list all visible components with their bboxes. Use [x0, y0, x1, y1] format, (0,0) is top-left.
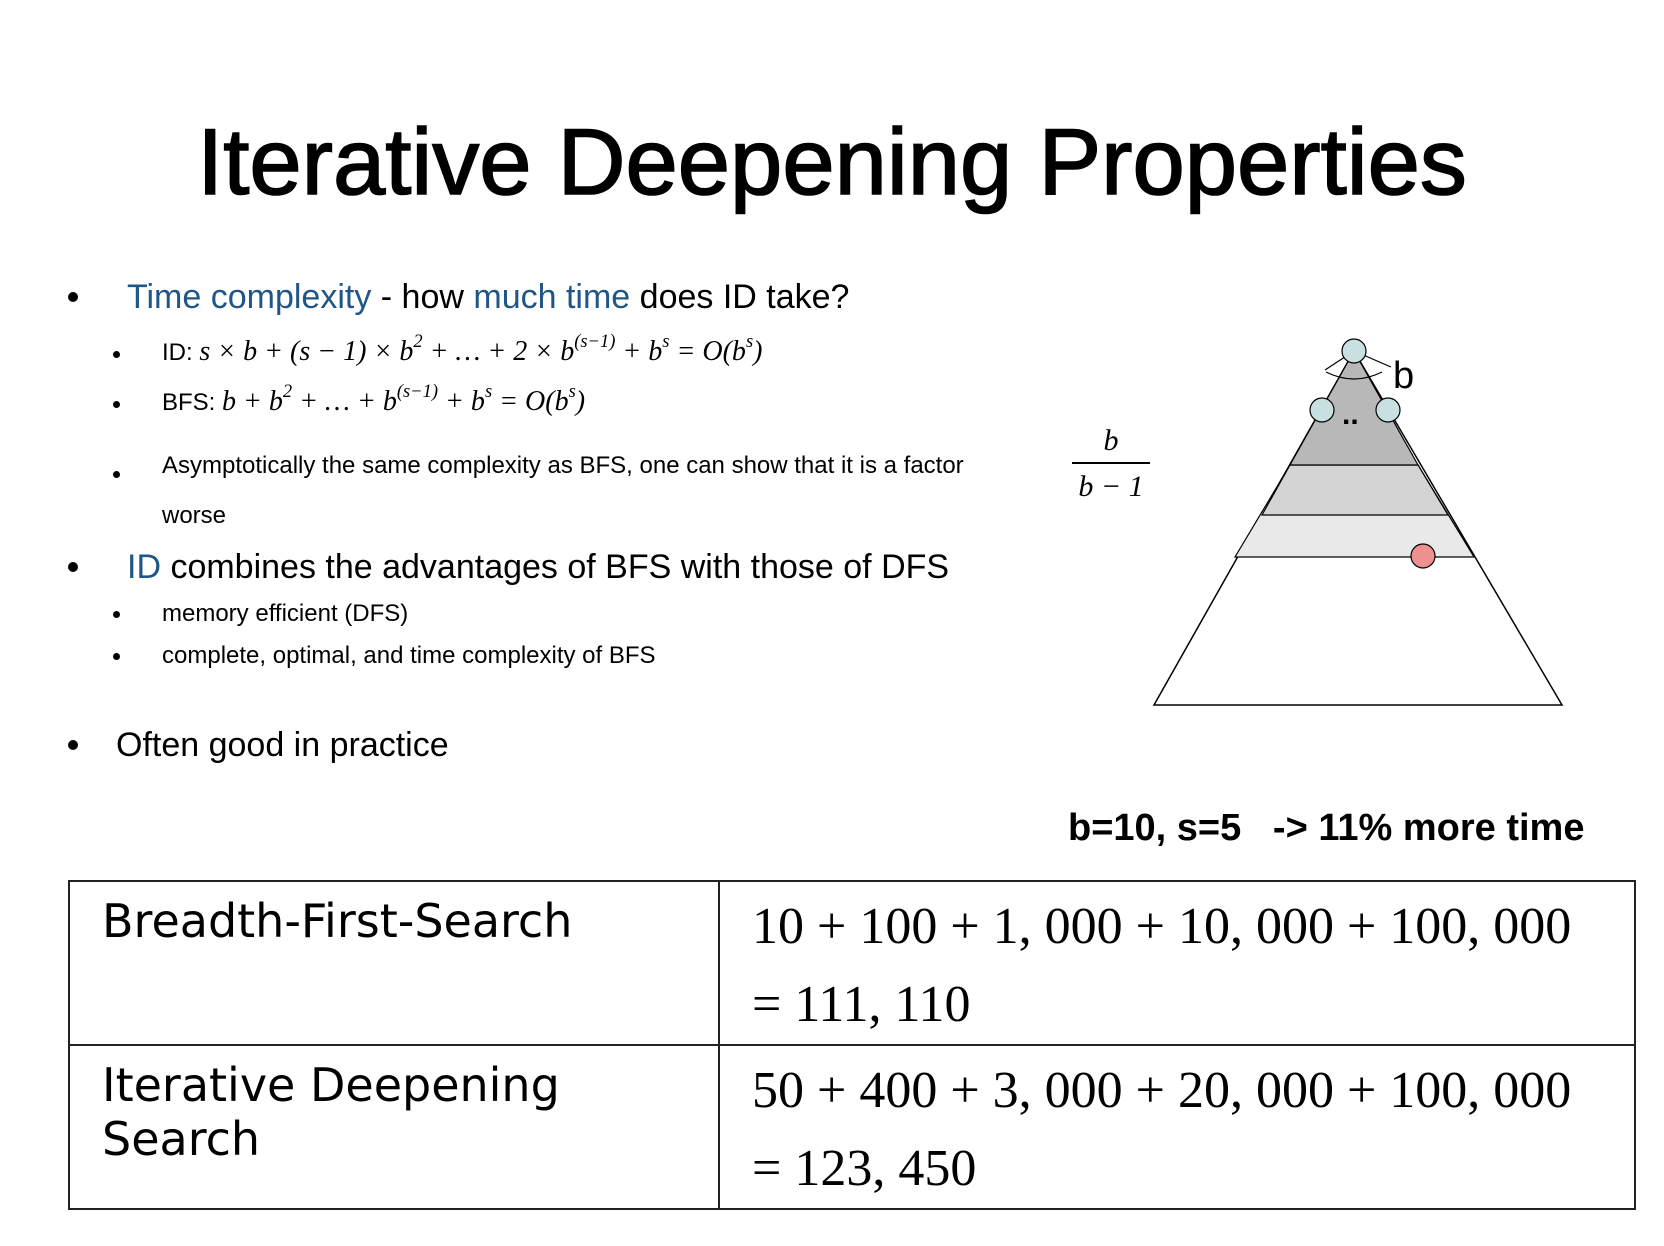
bullet-bfs-formula: BFS: b + b2 + … + b(s−1) + bs = O(bs)	[162, 382, 586, 418]
formula-part: s × b + (s − 1) × b	[199, 336, 414, 367]
sum-result: = 123, 450	[752, 1140, 977, 1197]
ellipsis-label: ..	[1342, 398, 1359, 431]
child-node-left	[1309, 397, 1335, 423]
formula-exponent: s	[662, 331, 670, 352]
node-count-cell: 50 + 400 + 3, 000 + 20, 000 + 100, 000 =…	[718, 1044, 1636, 1210]
bullet-marker	[113, 471, 120, 478]
formula-part: )	[575, 386, 586, 417]
algorithm-name: Iterative Deepening Search	[68, 1044, 720, 1210]
band-level-2	[1260, 464, 1450, 516]
bullet-complete-optimal: complete, optimal, and time complexity o…	[162, 642, 656, 669]
node-count-cell: 10 + 100 + 1, 000 + 10, 000 + 100, 000 =…	[718, 880, 1636, 1046]
formula-part: = O(b	[492, 386, 569, 417]
formula-part: + b	[438, 386, 485, 417]
formula-part: + b	[615, 336, 663, 367]
formula-exponent: s	[745, 331, 754, 352]
formula-part: + … + 2 × b	[422, 336, 575, 367]
branch-line-right	[1353, 350, 1392, 368]
comparison-table: Breadth-First-Search 10 + 100 + 1, 000 +…	[68, 880, 1636, 1210]
band-level-3	[1233, 464, 1476, 558]
label-bfs: BFS:	[162, 389, 216, 416]
pyramid-outline	[1152, 349, 1564, 706]
text-fragment: - how	[371, 278, 474, 316]
bullet-id-combines: ID combines the advantages of BFS with t…	[127, 548, 949, 587]
formula-exponent: (s−1)	[396, 381, 439, 402]
formula-exponent: 2	[413, 331, 423, 352]
formula-part: = O(b	[669, 336, 746, 367]
term-time-complexity: Time complexity	[127, 278, 372, 316]
root-node	[1341, 338, 1367, 364]
formula-exponent: s	[484, 381, 493, 402]
bullet-marker	[113, 611, 120, 618]
bullet-time-complexity: Time complexity - how much time does ID …	[127, 278, 849, 317]
bullet-marker	[113, 653, 120, 660]
bullet-marker	[68, 292, 78, 302]
text-fragment: does ID take?	[630, 278, 850, 316]
formula-exponent: 2	[282, 381, 293, 402]
branching-arc	[1325, 371, 1383, 380]
bullet-often-good: Often good in practice	[116, 726, 449, 764]
fraction-numerator: b	[1103, 424, 1119, 457]
fraction-denominator: b − 1	[1078, 470, 1144, 503]
bullet-marker	[113, 351, 120, 358]
factor-fraction: b b − 1	[1072, 422, 1150, 506]
formula-part: + … + b	[292, 386, 397, 417]
formula-exponent: s	[568, 381, 576, 402]
fraction-bar	[1072, 462, 1150, 464]
bullet-marker	[113, 401, 120, 408]
stats-summary: b=10, s=5 -> 11% more time	[1068, 807, 1585, 849]
bullet-marker	[68, 562, 78, 572]
goal-node	[1410, 543, 1436, 569]
label-id: ID:	[162, 339, 193, 366]
sum-result: = 111, 110	[752, 976, 971, 1033]
bullet-asymptotic-continuation: worse	[162, 502, 227, 529]
branching-factor-label: b	[1393, 355, 1415, 397]
formula-part: b + b	[222, 386, 283, 417]
child-node-right	[1375, 397, 1401, 423]
bfs-formula: b + b2 + … + b(s−1) + bs = O(bs)	[222, 382, 586, 417]
sum-expression: 10 + 100 + 1, 000 + 10, 000 + 100, 000	[752, 898, 1572, 955]
term-id: ID	[127, 548, 161, 586]
term-much-time: much time	[473, 278, 631, 316]
bullet-memory-efficient: memory efficient (DFS)	[162, 600, 409, 627]
formula-exponent: (s−1)	[574, 331, 616, 352]
algorithm-name: Breadth-First-Search	[68, 880, 720, 1046]
table-row: Breadth-First-Search 10 + 100 + 1, 000 +…	[68, 880, 1636, 1046]
bullet-id-formula: ID: s × b + (s − 1) × b2 + … + 2 × b(s−1…	[162, 332, 763, 368]
bullet-asymptotic-text: Asymptotically the same complexity as BF…	[162, 452, 964, 479]
bullet-marker	[68, 740, 78, 750]
formula-part: )	[753, 336, 763, 367]
table-row: Iterative Deepening Search 50 + 400 + 3,…	[68, 1044, 1636, 1210]
branch-line-left	[1324, 350, 1355, 371]
sum-expression: 50 + 400 + 3, 000 + 20, 000 + 100, 000	[752, 1062, 1572, 1119]
slide-title: Iterative Deepening Properties	[196, 108, 1467, 215]
id-formula: s × b + (s − 1) × b2 + … + 2 × b(s−1) + …	[199, 332, 763, 367]
text-fragment: combines the advantages of BFS with thos…	[161, 548, 950, 586]
